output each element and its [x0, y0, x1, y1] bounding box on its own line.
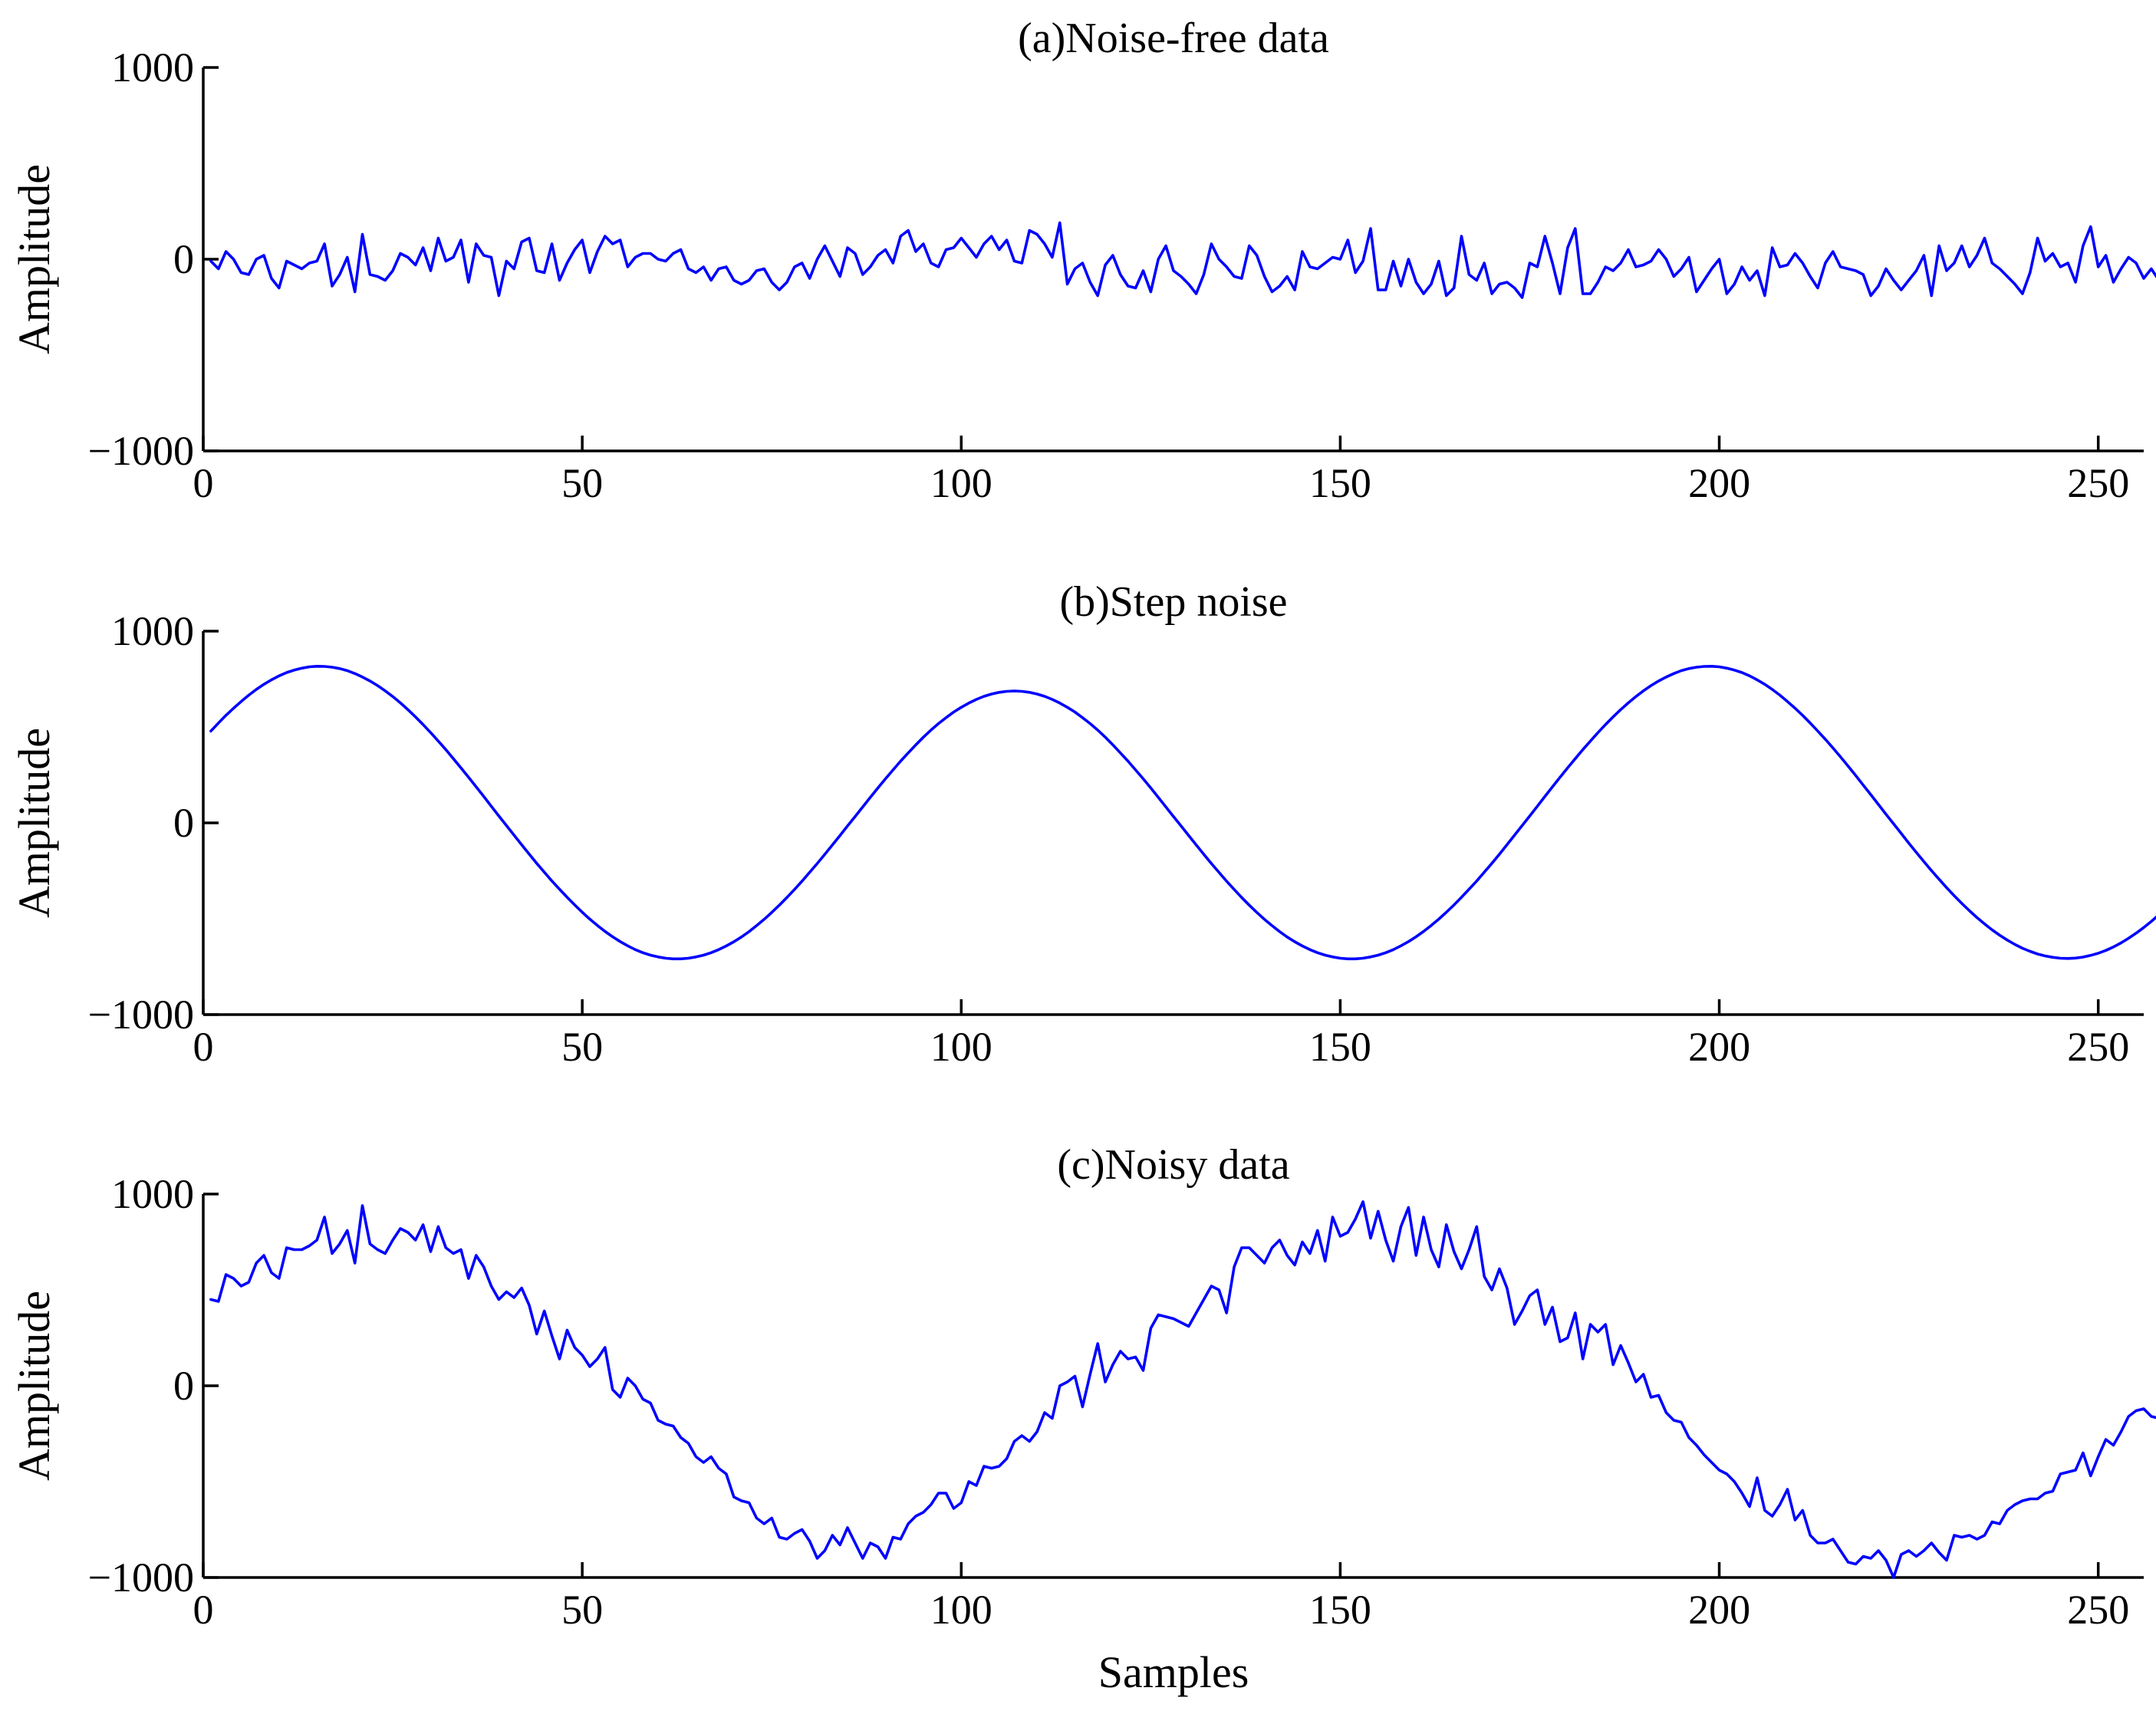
panel-c-x-tick-label: 150 — [1309, 1587, 1371, 1633]
panel-c-y-tick-label: 0 — [173, 1363, 194, 1409]
panel-c-x-tick-label: 0 — [193, 1587, 214, 1633]
panel-b-x-tick-label: 150 — [1309, 1024, 1371, 1070]
panel-c-y-tick-label: 1000 — [111, 1171, 194, 1217]
panel-a-series-line — [209, 221, 2156, 299]
panel-c-x-tick-label: 100 — [930, 1587, 992, 1633]
panel-c-series-line — [209, 1200, 2156, 1579]
panel-a-y-tick-label: −1000 — [88, 428, 194, 474]
panel-a-x-tick-label: 150 — [1309, 460, 1371, 506]
panel-a-x-tick-label: 250 — [2067, 460, 2129, 506]
panel-b-x-tick-label: 250 — [2067, 1024, 2129, 1070]
panel-b-x-tick-label: 100 — [930, 1024, 992, 1070]
panel-b-y-tick-label: 1000 — [111, 608, 194, 654]
panel-a-title: (a)Noise-free data — [1018, 15, 1329, 62]
panel-a: (a)Noise-free data Amplitude 0 50 100 150 20… — [9, 15, 2156, 506]
panel-c-y-tick-label: −1000 — [88, 1554, 194, 1601]
panel-a-ylabel: Amplitude — [9, 164, 59, 354]
panel-c-x-tick-label: 250 — [2067, 1587, 2129, 1633]
panel-a-y-tick-label: 0 — [173, 236, 194, 282]
panel-b-title: (b)Step noise — [1059, 578, 1287, 626]
panel-c-x-tick-label: 200 — [1688, 1587, 1750, 1633]
panel-b-x-tick-label: 50 — [561, 1024, 603, 1070]
panel-b-y-tick-label: −1000 — [88, 992, 194, 1038]
panel-a-x-tick-label: 200 — [1688, 460, 1750, 506]
panel-b-series-line — [209, 664, 2156, 961]
panel-c-x-tick-label: 50 — [561, 1587, 603, 1633]
panel-a-x-tick-label: 0 — [193, 460, 214, 506]
panel-c-ylabel: Amplitude — [9, 1291, 59, 1481]
panel-a-x-tick-label: 50 — [561, 460, 603, 506]
panel-c-xlabel: Samples — [1098, 1647, 1249, 1697]
panel-b-ylabel: Amplitude — [9, 728, 59, 918]
panel-a-y-tick-label: 1000 — [111, 44, 194, 90]
panel-b-y-tick-label: 0 — [173, 800, 194, 846]
panel-b: (b)Step noise Amplitude 0 50 100 150 200 250 −… — [9, 578, 2156, 1070]
panel-a-x-tick-label: 100 — [930, 460, 992, 506]
panel-c: (c)Noisy data Amplitude Samples 0 50 100 15… — [9, 1141, 2156, 1697]
panel-b-x-tick-label: 0 — [193, 1024, 214, 1070]
panel-b-x-tick-label: 200 — [1688, 1024, 1750, 1070]
panel-c-title: (c)Noisy data — [1057, 1141, 1289, 1189]
